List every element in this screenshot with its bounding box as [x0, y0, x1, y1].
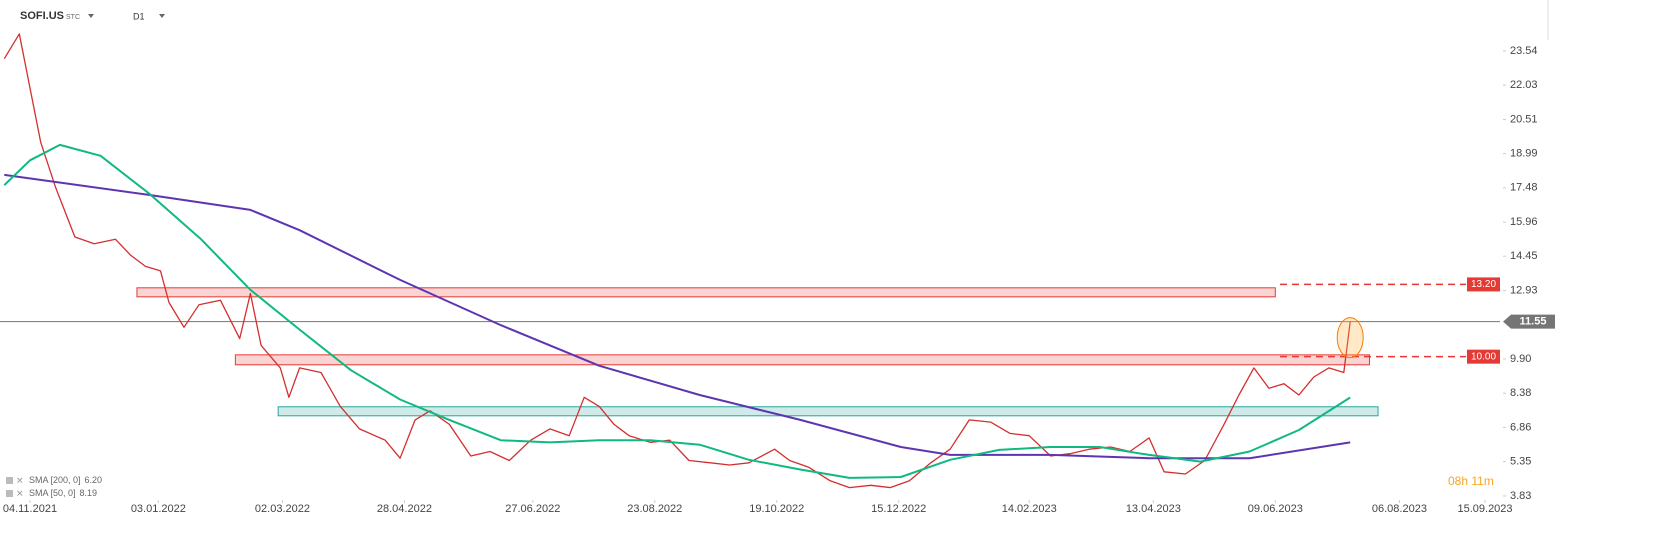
symbol-dropdown[interactable]: [88, 14, 94, 18]
series-line: [3, 33, 1351, 489]
level-label: 13.20: [1471, 279, 1496, 290]
zone: [234, 354, 1370, 366]
legend-entry: SMA [200, 0] 6.20: [29, 475, 102, 485]
x-tick-label: 15.12.2022: [871, 503, 926, 515]
y-tick-label: 9.90: [1510, 353, 1531, 365]
x-tick-label: 02.03.2022: [255, 503, 310, 515]
level-label: 10.00: [1471, 351, 1496, 362]
y-tick-label: 5.35: [1510, 456, 1531, 468]
series-line: [4, 173, 1351, 460]
y-tick-label: 3.83: [1510, 490, 1531, 502]
x-tick-label: 23.08.2022: [627, 503, 682, 515]
interval[interactable]: D1: [133, 11, 145, 21]
legend-icon: [6, 477, 13, 484]
legend-name: SMA [50, 0]: [29, 488, 76, 498]
legend-remove: ✕: [16, 475, 24, 485]
legend-icon: [6, 490, 13, 497]
zone: [277, 406, 1379, 417]
zone: [136, 287, 1276, 298]
y-tick-label: 14.45: [1510, 250, 1538, 262]
symbol[interactable]: SOFI.US: [20, 10, 64, 22]
current-price-label: 11.55: [1520, 316, 1547, 328]
x-tick-label: 19.10.2022: [749, 503, 804, 515]
y-tick-label: 6.86: [1510, 421, 1531, 433]
y-tick-label: 17.48: [1510, 182, 1538, 194]
highlight: [1336, 317, 1364, 359]
x-tick-label: 28.04.2022: [377, 503, 432, 515]
x-tick-label: 04.11.2021: [3, 503, 57, 515]
current-price-box: [1503, 314, 1555, 329]
x-tick-label: 09.06.2023: [1248, 503, 1303, 515]
y-tick-label: 8.38: [1510, 387, 1531, 399]
series-line: [3, 143, 1351, 479]
x-tick-label: 15.09.2023: [1457, 503, 1512, 515]
x-tick-label: 14.02.2023: [1002, 503, 1057, 515]
legend-value: 6.20: [85, 475, 103, 485]
interval-dropdown[interactable]: [159, 14, 165, 18]
countdown: 08h 11m: [1448, 474, 1494, 488]
legend-value: 8.19: [80, 488, 98, 498]
legend-remove: ✕: [16, 488, 24, 498]
legend-entry: SMA [50, 0] 8.19: [29, 488, 97, 498]
y-tick-label: 12.93: [1510, 284, 1538, 296]
x-tick-label: 13.04.2023: [1126, 503, 1181, 515]
level-label-box: [1467, 277, 1500, 292]
y-tick-label: 18.99: [1510, 148, 1538, 160]
level-label-box: [1467, 349, 1500, 364]
x-tick-label: 03.01.2022: [131, 503, 186, 515]
market: STC: [66, 14, 80, 21]
legend-name: SMA [200, 0]: [29, 475, 81, 485]
y-tick-label: 23.54: [1510, 45, 1538, 57]
y-tick-label: 22.03: [1510, 79, 1538, 91]
y-tick-label: 20.51: [1510, 113, 1538, 125]
y-tick-label: 15.96: [1510, 216, 1538, 228]
x-tick-label: 27.06.2022: [505, 503, 560, 515]
x-tick-label: 06.08.2023: [1372, 503, 1427, 515]
